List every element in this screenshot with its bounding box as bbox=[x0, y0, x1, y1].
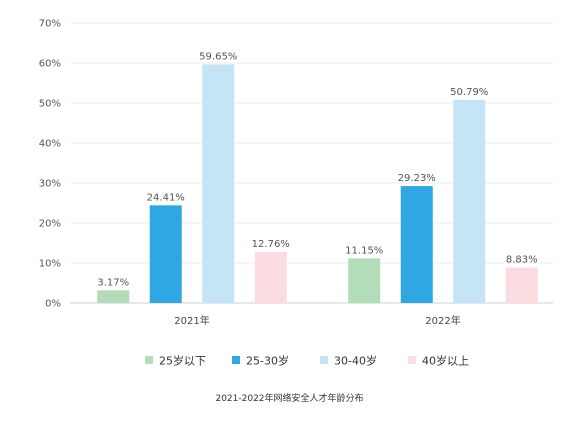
legend-swatch bbox=[145, 356, 153, 364]
data-label: 8.83% bbox=[506, 255, 538, 266]
chart-title: 2021-2022年网络安全人才年龄分布 bbox=[215, 392, 363, 404]
legend-swatch bbox=[232, 356, 240, 364]
bar bbox=[400, 186, 433, 303]
x-tick-label: 2022年 bbox=[425, 314, 460, 327]
y-tick-label: 40% bbox=[39, 139, 61, 150]
data-labels: 3.17% 11.15% 24.41% 29.23% 59.65% 50.79% 12.76… bbox=[97, 51, 537, 288]
y-tick-label: 30% bbox=[39, 179, 61, 190]
legend-item: 40岁以上 bbox=[408, 354, 469, 368]
bar bbox=[97, 290, 130, 303]
data-label: 50.79% bbox=[450, 87, 488, 98]
legend-label: 30-40岁 bbox=[334, 354, 377, 368]
legend-label: 25岁以下 bbox=[159, 354, 206, 368]
y-tick-label: 60% bbox=[39, 59, 61, 70]
legend-label: 25-30岁 bbox=[246, 354, 289, 368]
x-tick-label: 2021年 bbox=[174, 314, 209, 327]
y-tick-label: 0% bbox=[45, 299, 61, 310]
data-label: 59.65% bbox=[199, 51, 237, 62]
bar bbox=[149, 205, 182, 303]
data-label: 3.17% bbox=[97, 277, 129, 288]
y-tick-label: 20% bbox=[39, 219, 61, 230]
data-label: 29.23% bbox=[398, 173, 436, 184]
bars bbox=[97, 64, 538, 304]
data-label: 24.41% bbox=[147, 192, 185, 203]
bar bbox=[505, 267, 538, 303]
x-axis-ticks: 2021年 2022年 bbox=[174, 314, 460, 327]
bar bbox=[202, 64, 235, 304]
bar bbox=[348, 258, 381, 303]
y-axis-ticks: 0% 10% 20% 30% 40% 50% 60% 70% bbox=[39, 19, 61, 310]
legend-item: 25-30岁 bbox=[232, 354, 289, 368]
legend-label: 40岁以上 bbox=[422, 354, 469, 368]
bar bbox=[453, 99, 486, 303]
data-label: 12.76% bbox=[252, 239, 290, 250]
y-tick-label: 70% bbox=[39, 19, 61, 30]
data-label: 11.15% bbox=[345, 245, 383, 256]
legend-swatch bbox=[408, 356, 416, 364]
legend-item: 30-40岁 bbox=[320, 354, 377, 368]
bar bbox=[254, 251, 287, 303]
legend-item: 25岁以下 bbox=[145, 354, 206, 368]
y-tick-label: 50% bbox=[39, 99, 61, 110]
legend-swatch bbox=[320, 356, 328, 364]
y-tick-label: 10% bbox=[39, 259, 61, 270]
legend: 25岁以下 25-30岁 30-40岁 40岁以上 bbox=[145, 354, 469, 368]
